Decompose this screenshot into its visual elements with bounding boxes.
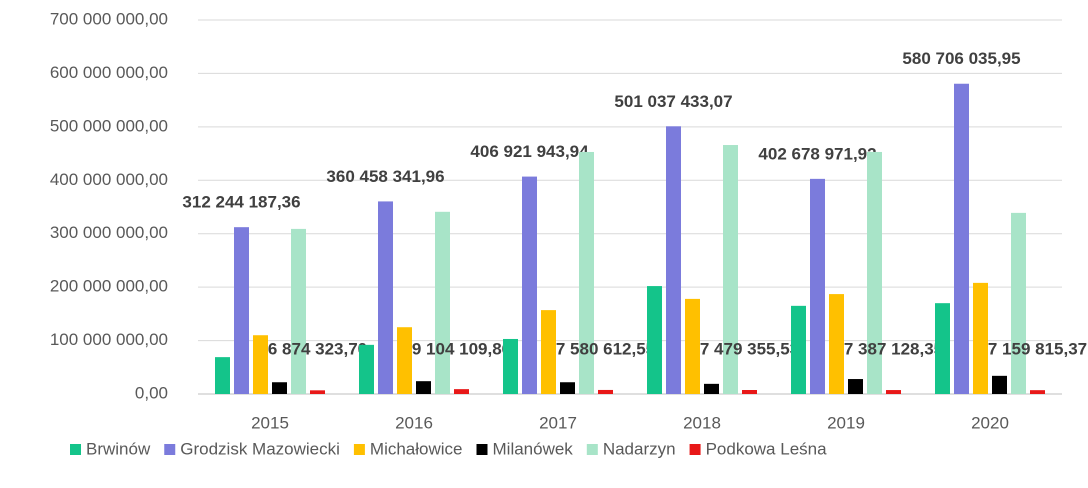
legend-label: Brwinów [86, 439, 151, 458]
y-tick-label: 200 000 000,00 [50, 277, 168, 296]
legend-label: Nadarzyn [603, 439, 676, 458]
bar [215, 357, 230, 394]
bar [647, 286, 662, 394]
y-tick-label: 400 000 000,00 [50, 170, 168, 189]
legend-swatch [353, 444, 365, 455]
bar [560, 382, 575, 394]
y-tick-label: 600 000 000,00 [50, 63, 168, 82]
bar [435, 211, 450, 394]
x-tick-label: 2018 [683, 413, 721, 432]
bar [992, 375, 1007, 394]
data-label: 7 387 128,35 [844, 339, 943, 358]
bar [791, 305, 806, 394]
x-tick-label: 2020 [971, 413, 1009, 432]
data-label: 360 458 341,96 [326, 167, 444, 186]
y-tick-label: 500 000 000,00 [50, 116, 168, 135]
legend-swatch [70, 444, 81, 455]
x-tick-label: 2015 [251, 413, 289, 432]
bar [541, 310, 556, 394]
x-tick-label: 2016 [395, 413, 433, 432]
bar [723, 145, 738, 394]
bar [810, 178, 825, 394]
data-label: 580 706 035,95 [902, 49, 1020, 68]
bar [886, 390, 901, 394]
y-tick-label: 0,00 [135, 383, 168, 402]
bar [742, 390, 757, 394]
bar [867, 151, 882, 394]
y-tick-label: 700 000 000,00 [50, 9, 168, 28]
bar [1011, 212, 1026, 394]
bar [378, 201, 393, 394]
data-label: 6 874 323,70 [268, 339, 367, 358]
data-label: 9 104 109,86 [412, 339, 511, 358]
bar [503, 338, 518, 394]
bar [666, 126, 681, 394]
y-tick-label: 300 000 000,00 [50, 223, 168, 242]
bar [1030, 390, 1045, 394]
legend-label: Michałowice [370, 439, 463, 458]
bar [973, 282, 988, 394]
legend-swatch [164, 444, 176, 455]
bar [454, 389, 469, 394]
legend-label: Podkowa Leśna [706, 439, 828, 458]
data-label: 312 244 187,36 [182, 193, 300, 212]
bar [291, 228, 306, 394]
y-tick-label: 100 000 000,00 [50, 330, 168, 349]
legend-label: Milanówek [493, 439, 574, 458]
bar [685, 298, 700, 394]
bar [416, 381, 431, 394]
x-tick-label: 2019 [827, 413, 865, 432]
data-label: 406 921 943,94 [470, 142, 589, 161]
data-label: 7 580 612,55 [556, 339, 655, 358]
bar [935, 303, 950, 394]
bar [253, 335, 268, 394]
legend-swatch [689, 444, 701, 455]
bar [954, 83, 969, 394]
bar [522, 176, 537, 394]
bar [310, 390, 325, 394]
bar [829, 294, 844, 394]
data-label: 501 037 433,07 [614, 92, 732, 111]
bar [397, 327, 412, 394]
data-label: 7 159 815,37 [988, 339, 1087, 358]
bar [234, 227, 249, 394]
legend-swatch [476, 444, 488, 455]
bar [272, 382, 287, 394]
data-label: 7 479 355,53 [700, 339, 799, 358]
legend-label: Grodzisk Mazowiecki [180, 439, 340, 458]
x-tick-label: 2017 [539, 413, 577, 432]
bar [848, 379, 863, 394]
bar [598, 389, 613, 394]
bar [359, 344, 374, 394]
bar [704, 383, 719, 394]
legend-swatch [586, 444, 598, 455]
data-label: 402 678 971,92 [758, 144, 876, 163]
bar [579, 151, 594, 394]
